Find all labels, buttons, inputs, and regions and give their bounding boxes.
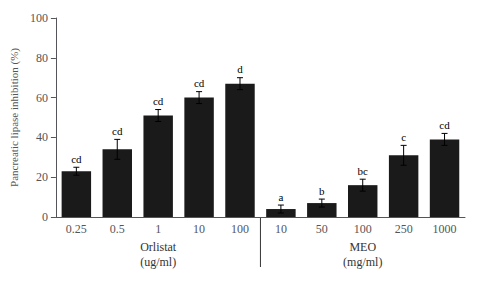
svg-text:b: b	[319, 185, 325, 197]
svg-text:100: 100	[231, 222, 249, 236]
svg-text:0: 0	[42, 210, 48, 224]
svg-text:10: 10	[193, 222, 205, 236]
svg-text:80: 80	[36, 51, 48, 65]
svg-text:1: 1	[155, 222, 161, 236]
svg-text:0.5: 0.5	[110, 222, 125, 236]
svg-text:1000: 1000	[433, 222, 457, 236]
svg-text:bc: bc	[358, 165, 369, 177]
svg-text:60: 60	[36, 91, 48, 105]
svg-text:(mg/ml): (mg/ml)	[343, 255, 382, 269]
svg-text:20: 20	[36, 170, 48, 184]
svg-text:0.25: 0.25	[66, 222, 87, 236]
svg-text:40: 40	[36, 130, 48, 144]
svg-text:Pancreatic lipase inhibition (: Pancreatic lipase inhibition (%)	[8, 48, 21, 187]
svg-text:100: 100	[354, 222, 372, 236]
svg-text:cd: cd	[112, 125, 123, 137]
svg-text:50: 50	[316, 222, 328, 236]
svg-text:250: 250	[395, 222, 413, 236]
svg-text:d: d	[237, 63, 243, 75]
svg-text:cd: cd	[71, 153, 82, 165]
svg-text:100: 100	[30, 11, 48, 25]
svg-text:10: 10	[275, 222, 287, 236]
svg-text:MEO: MEO	[349, 240, 376, 254]
svg-text:(ug/ml): (ug/ml)	[140, 255, 176, 269]
svg-text:cd: cd	[153, 95, 164, 107]
svg-text:a: a	[278, 191, 283, 203]
svg-text:cd: cd	[194, 77, 205, 89]
svg-text:Orlistat: Orlistat	[140, 240, 177, 254]
svg-text:cd: cd	[439, 119, 450, 131]
svg-text:c: c	[401, 131, 406, 143]
